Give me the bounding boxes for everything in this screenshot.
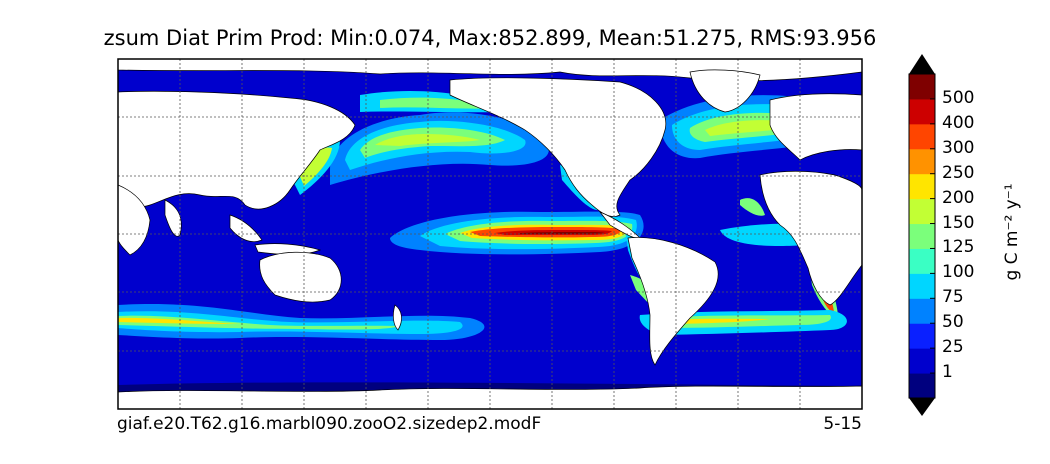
graticule	[118, 59, 862, 409]
colorbar-segment	[909, 373, 935, 399]
colorbar-segment	[909, 123, 935, 150]
colorbar-tick-label: 1	[942, 362, 953, 383]
colorbar-segment	[909, 148, 935, 175]
colorbar	[908, 54, 936, 416]
colorbar-segment	[909, 173, 935, 200]
colorbar-min-arrow	[909, 398, 935, 416]
colorbar-tick-label: 200	[942, 187, 975, 208]
colorbar-segment	[909, 74, 935, 100]
colorbar-tick-label: 250	[942, 162, 975, 183]
colorbar-max-arrow	[909, 54, 935, 74]
colorbar-tick-label: 50	[942, 312, 964, 333]
colorbar-tick-label: 125	[942, 237, 975, 258]
colorbar-segment	[909, 348, 935, 374]
colorbar-segment	[909, 98, 935, 125]
colorbar-tick-label: 400	[942, 112, 975, 133]
colorbar-tick-label: 25	[942, 337, 964, 358]
plot-title: zsum Diat Prim Prod: Min:0.074, Max:852.…	[103, 26, 877, 50]
colorbar-segment	[909, 298, 935, 324]
year-range: 5-15	[823, 414, 862, 434]
colorbar-segment	[909, 273, 935, 299]
colorbar-tick-label: 150	[942, 212, 975, 233]
map-frame	[117, 58, 863, 410]
colorbar-segment	[909, 248, 935, 274]
colorbar-tick-label: 300	[942, 137, 975, 158]
colorbar-tick-label: 75	[942, 287, 964, 308]
colorbar-frame	[908, 73, 936, 399]
colorbar-tick-label: 100	[942, 262, 975, 283]
colorbar-units: g C m⁻² y⁻¹	[1002, 183, 1022, 281]
case-name: giaf.e20.T62.g16.marbl090.zooO2.sizedep2…	[117, 414, 542, 434]
colorbar-segment	[909, 323, 935, 349]
colorbar-segment	[909, 198, 935, 225]
colorbar-segment	[909, 223, 935, 249]
colorbar-tick-label: 500	[942, 87, 975, 108]
